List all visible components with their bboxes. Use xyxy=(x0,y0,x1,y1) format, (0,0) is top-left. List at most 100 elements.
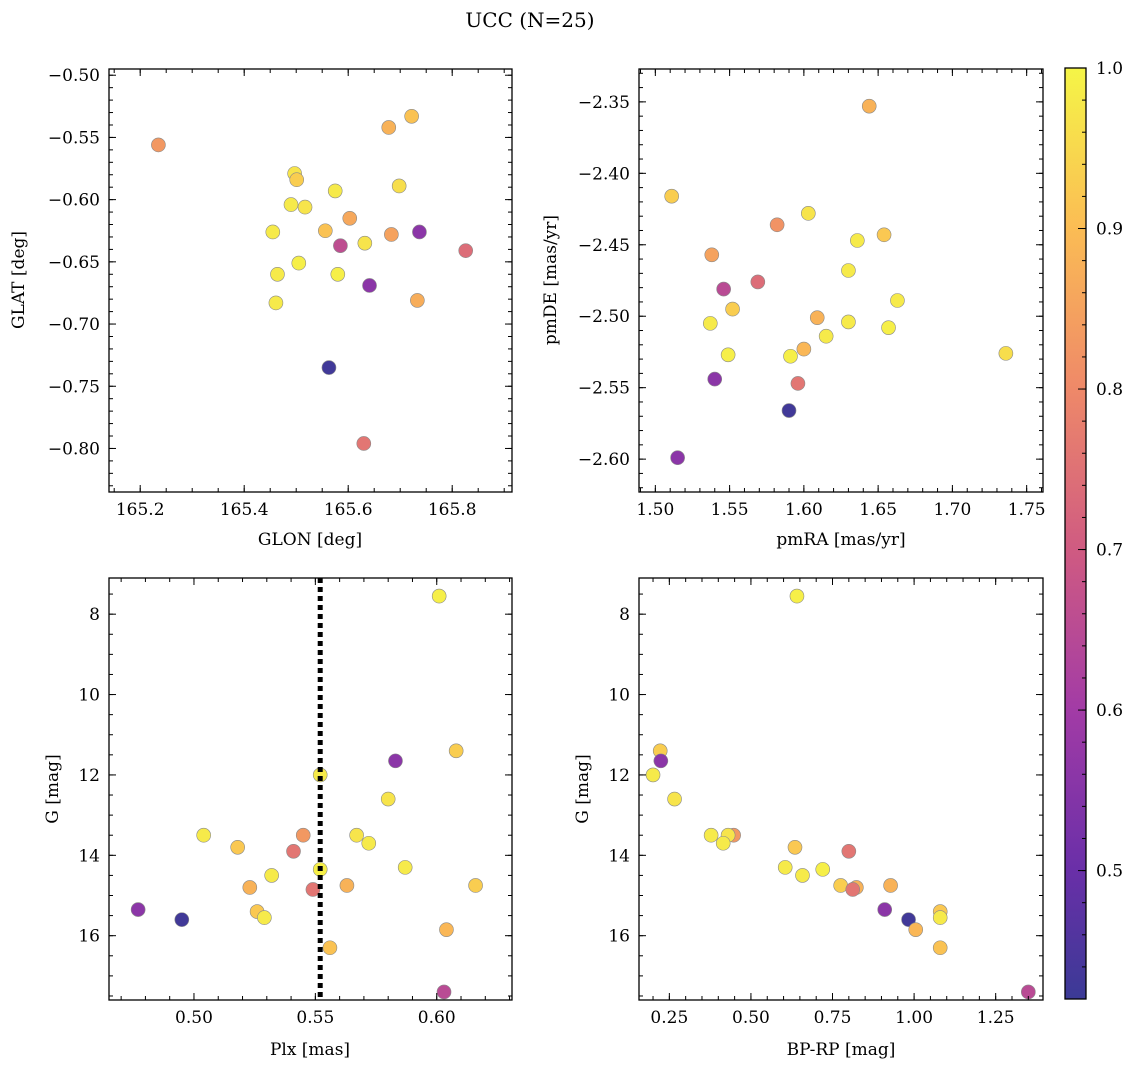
pm-point xyxy=(841,263,856,278)
sky-point xyxy=(333,238,348,253)
cmd-xtick-label: 1.25 xyxy=(977,1008,1015,1028)
sky-point xyxy=(283,197,299,212)
cmd-ticks: 0.25 0.50 0.75 1.00 1.25 8 10 12 14 16 xyxy=(608,578,1043,1028)
plx-point xyxy=(196,827,211,843)
pm-point xyxy=(861,98,877,114)
plx-point xyxy=(339,878,355,893)
cmd-point xyxy=(932,910,948,925)
sky-point xyxy=(458,243,474,258)
cmd-xtick-label: 0.50 xyxy=(732,1008,770,1028)
pm-point xyxy=(809,310,825,325)
colorbar-tick-label: 0.8 xyxy=(1096,380,1123,400)
sky-point xyxy=(391,178,407,194)
colorbar-tick-label: 0.7 xyxy=(1096,541,1123,561)
pm-ylabel: pmDE [mas/yr] xyxy=(541,215,561,345)
sky-xlabel: GLON [deg] xyxy=(258,530,362,550)
pm-point xyxy=(841,314,856,330)
plx-ytick-label: 16 xyxy=(78,927,100,947)
sky-ytick-label: −0.60 xyxy=(48,191,100,211)
cmd-xlabel: BP-RP [mag] xyxy=(787,1040,896,1060)
pm-point xyxy=(781,403,797,418)
colorbar-tick-label: 1.0 xyxy=(1096,59,1123,79)
pm-point xyxy=(704,247,720,263)
plx-ytick-label: 12 xyxy=(78,766,100,786)
sky-point xyxy=(268,295,284,311)
pm-xtick-label: 1.60 xyxy=(785,500,823,520)
sky-point xyxy=(321,360,337,375)
cmd-ytick-label: 14 xyxy=(608,846,630,866)
pm-point xyxy=(725,301,740,317)
pm-xtick-label: 1.55 xyxy=(711,500,749,520)
pm-point xyxy=(664,188,679,204)
sky-point xyxy=(151,137,166,153)
plx-point xyxy=(230,839,245,855)
sky-point xyxy=(289,172,305,188)
sky-point xyxy=(291,255,307,271)
plx-marks xyxy=(130,578,483,1000)
pm-point xyxy=(876,227,892,243)
cmd-point xyxy=(777,860,793,875)
plx-point xyxy=(431,588,447,604)
cmd-point xyxy=(901,912,916,927)
cmd-marks xyxy=(645,588,1036,1000)
sky-point xyxy=(381,120,397,135)
pm-point xyxy=(818,328,834,344)
pm-point xyxy=(783,348,798,364)
panel-sky: 165.2 165.4 165.6 165.8 −0.50 −0.55 −0.60 −0.65… xyxy=(9,66,513,550)
colorbar-gradient xyxy=(1065,68,1086,999)
pm-xlabel: pmRA [mas/yr] xyxy=(776,530,905,550)
cmd-xtick-label: 0.25 xyxy=(650,1008,688,1028)
cmd-ytick-label: 10 xyxy=(608,686,630,706)
cmd-point xyxy=(703,827,719,843)
plx-point xyxy=(448,743,464,759)
sky-point xyxy=(327,183,343,199)
sky-point xyxy=(318,223,333,239)
pm-xtick-label: 1.65 xyxy=(859,500,897,520)
sky-xtick-label: 165.4 xyxy=(220,500,269,520)
sky-frame xyxy=(108,68,513,493)
pm-frame xyxy=(638,68,1044,493)
plx-point xyxy=(397,860,413,875)
sky-ytick-label: −0.75 xyxy=(48,377,100,397)
plx-point xyxy=(264,868,279,883)
pm-point xyxy=(750,274,766,290)
pm-xtick-label: 1.70 xyxy=(933,500,971,520)
pm-marks xyxy=(664,98,1014,466)
plx-point xyxy=(286,843,301,859)
plx-point xyxy=(174,912,190,927)
sky-point xyxy=(356,436,372,451)
plx-point xyxy=(322,940,338,956)
pm-point xyxy=(769,217,785,233)
plx-point xyxy=(242,880,258,895)
cmd-frame xyxy=(638,577,1044,1001)
sky-ytick-label: −0.55 xyxy=(48,128,100,148)
pm-point xyxy=(801,206,816,221)
sky-ytick-label: −0.50 xyxy=(48,66,100,86)
plx-point xyxy=(439,922,454,937)
pm-xtick-label: 1.75 xyxy=(1008,500,1046,520)
pm-point xyxy=(720,347,736,363)
colorbar-frame xyxy=(1064,67,1087,1000)
cmd-point xyxy=(795,868,810,883)
plx-ytick-label: 14 xyxy=(78,846,100,866)
plx-xtick-label: 0.50 xyxy=(175,1008,213,1028)
sky-ticks: 165.2 165.4 165.6 165.8 −0.50 −0.55 −0.60 −0.65… xyxy=(48,66,512,520)
pm-point xyxy=(790,376,806,391)
colorbar-tick-label: 0.6 xyxy=(1096,701,1123,721)
sky-point xyxy=(265,224,281,240)
plx-point xyxy=(349,827,364,843)
pm-ticks: 1.50 1.55 1.60 1.65 1.70 1.75 −2.35 −2.40 −2.45 −… xyxy=(578,69,1046,520)
pm-point xyxy=(881,320,896,335)
cmd-point xyxy=(789,588,805,604)
cmd-point xyxy=(883,878,898,893)
cmd-point xyxy=(845,882,861,897)
plx-xlabel: Plx [mas] xyxy=(270,1040,350,1060)
cmd-ylabel: G [mag] xyxy=(573,754,593,823)
cmd-xtick-label: 0.75 xyxy=(814,1008,852,1028)
cmd-point xyxy=(645,767,661,783)
sky-point xyxy=(410,293,425,308)
pm-point xyxy=(707,371,723,387)
colorbar-ticks: 0.5 0.6 0.7 0.8 0.9 1.0 xyxy=(1078,59,1123,1000)
sky-point xyxy=(362,278,377,293)
